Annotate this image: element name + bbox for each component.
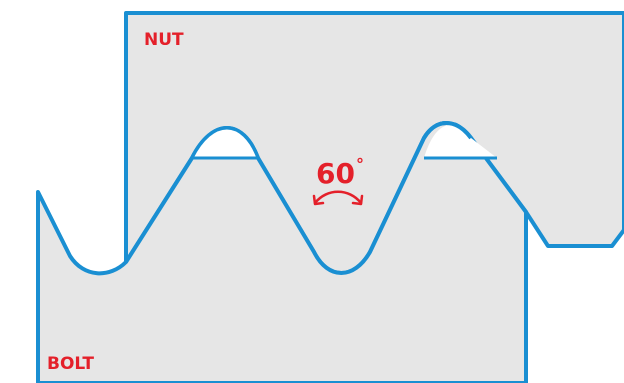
crest-clearance-right [424, 124, 497, 158]
nut-label: NUT [144, 30, 184, 50]
angle-value: 60 [316, 157, 355, 190]
angle-unit: ° [356, 155, 364, 174]
crest-clearance-left [190, 126, 260, 160]
crest-right-curve [422, 121, 473, 140]
curved-double-arrow-icon [312, 190, 364, 206]
bolt-label: BOLT [47, 354, 94, 374]
